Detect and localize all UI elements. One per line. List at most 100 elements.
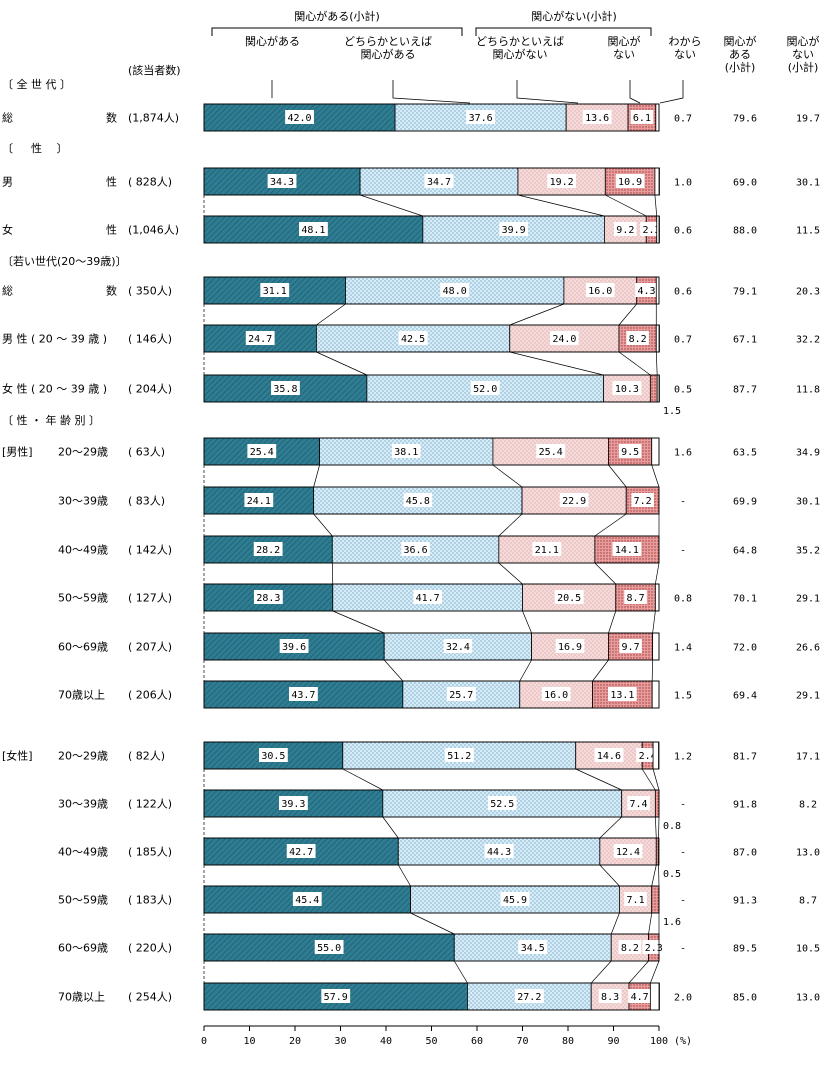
- row-label: 総 数: [2, 284, 117, 298]
- value-label: 34.3: [270, 177, 294, 188]
- row-label: 60～69歳: [58, 641, 108, 654]
- value-label: 8.2: [621, 943, 639, 954]
- sub-interested-value: 87.0: [733, 848, 757, 859]
- value-label-bg: [443, 639, 473, 653]
- x-tick-label: 20: [289, 1036, 301, 1047]
- value-label: 39.9: [502, 225, 526, 236]
- value-label-bg: [499, 222, 529, 236]
- value-label-bg: [444, 748, 474, 762]
- connector-line: [650, 960, 660, 984]
- value-label-bg: [532, 542, 562, 556]
- dont-know-value: 0.6: [674, 226, 692, 237]
- sub-interested-value: 64.8: [733, 546, 757, 557]
- connector-line: [509, 303, 565, 326]
- connector-line: [519, 659, 532, 682]
- value-label-bg: [244, 493, 274, 507]
- section-label: 〔 性 〕: [2, 141, 68, 155]
- x-tick-label: 60: [471, 1036, 483, 1047]
- extra-header-sub-interested: 関心がある(小計): [724, 34, 757, 74]
- value-label: 8.2: [629, 334, 647, 345]
- value-label: 52.0: [473, 384, 497, 395]
- row-count: (1,874人): [128, 112, 179, 125]
- sub-interested-value: 63.5: [733, 448, 757, 459]
- value-label: 48.1: [301, 225, 325, 236]
- row-count: ( 254人): [128, 991, 172, 1004]
- bar-segment: [649, 374, 658, 403]
- row-count: (1,046人): [128, 224, 179, 237]
- value-label-bg: [612, 381, 642, 395]
- group-label: [女性]: [2, 749, 33, 763]
- value-label: 24.7: [248, 334, 272, 345]
- value-label: 36.6: [404, 545, 428, 556]
- sub-interested-value: 69.9: [733, 497, 757, 508]
- sub-not-interested-value: 17.1: [796, 752, 820, 763]
- sub-not-interested-value: 13.0: [796, 993, 820, 1004]
- value-label-bg: [631, 493, 654, 507]
- extra-header-dont-know: わからない: [669, 35, 702, 61]
- value-label-bg: [559, 493, 589, 507]
- value-label-bg: [487, 796, 517, 810]
- connector-line: [359, 194, 423, 217]
- row-count: ( 220人): [128, 942, 172, 955]
- connector-line: [594, 562, 617, 585]
- value-label: 45.8: [406, 496, 430, 507]
- bar-outline: [203, 437, 660, 466]
- bar-outline: [203, 583, 660, 612]
- dont-know-value: 0.5: [674, 385, 692, 396]
- bar-segment: [655, 276, 660, 305]
- value-label: 8.3: [601, 992, 619, 1003]
- group-header-not-interested: 関心がない(小計): [531, 9, 617, 23]
- sub-interested-value: 81.7: [733, 752, 757, 763]
- sub-interested-value: 87.7: [733, 385, 757, 396]
- value-label: 14.1: [615, 545, 639, 556]
- value-label-bg: [279, 796, 308, 810]
- connector-line: [397, 864, 411, 887]
- value-label: 4.3: [637, 286, 655, 297]
- sub-not-interested-value: 34.9: [796, 448, 820, 459]
- bar-outline: [203, 789, 660, 818]
- section-label: 〔 全 世 代 〕: [2, 77, 71, 91]
- value-label-bg: [612, 542, 642, 556]
- header-leader-line: [659, 80, 684, 104]
- dont-know-value: 1.0: [674, 178, 692, 189]
- value-label: 4.7: [631, 992, 649, 1003]
- value-label-bg: [630, 110, 654, 124]
- value-label: 43.7: [291, 690, 315, 701]
- connector-line: [628, 960, 649, 984]
- group-header-interested-bracket: [211, 27, 463, 36]
- value-label: 21.1: [535, 545, 559, 556]
- row-label: 60～69歳: [58, 942, 108, 955]
- value-label-bg: [299, 222, 328, 236]
- x-tick-label: 90: [607, 1036, 619, 1047]
- bar-segment: [397, 837, 601, 866]
- bar-segment: [655, 103, 660, 132]
- value-label-bg: [286, 844, 316, 858]
- row-label: 70歳以上: [58, 689, 105, 702]
- bar-outline: [203, 632, 660, 661]
- row-count: ( 350人): [128, 285, 172, 298]
- value-label: 13.1: [610, 690, 634, 701]
- connector-line: [316, 303, 346, 326]
- value-label-bg: [555, 639, 585, 653]
- connector-line: [492, 464, 523, 488]
- x-tick-label: 80: [562, 1036, 574, 1047]
- value-label: 19.2: [550, 177, 574, 188]
- connector-line: [599, 816, 622, 839]
- row-count: ( 204人): [128, 383, 172, 396]
- value-label: 45.9: [503, 895, 527, 906]
- dont-know-value: 1.4: [674, 643, 692, 654]
- sub-not-interested-value: 8.2: [799, 800, 817, 811]
- connector-line: [590, 960, 612, 984]
- sub-not-interested-value: 13.0: [796, 848, 820, 859]
- sub-interested-value: 70.1: [733, 594, 757, 605]
- value-label-bg: [536, 444, 566, 458]
- sub-not-interested-value: 29.1: [796, 691, 820, 702]
- connector-line: [592, 659, 609, 682]
- dont-know-value: 1.2: [674, 752, 692, 763]
- value-label: 41.7: [416, 593, 440, 604]
- value-label: 57.9: [324, 992, 348, 1003]
- value-label-bg: [271, 381, 300, 395]
- bar-outline: [203, 885, 660, 914]
- row-count: ( 142人): [128, 544, 172, 557]
- bar-outline: [203, 374, 660, 403]
